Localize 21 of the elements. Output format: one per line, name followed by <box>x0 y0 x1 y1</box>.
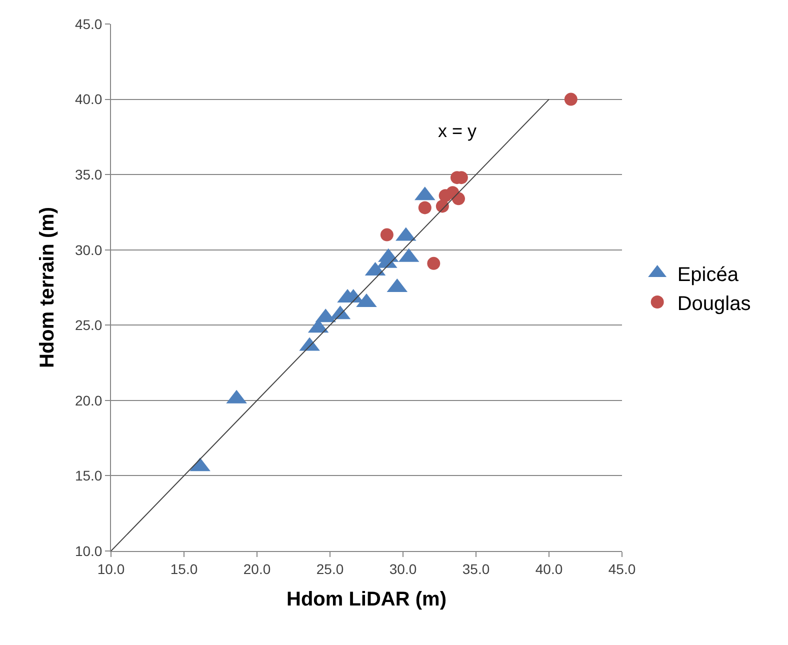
x-axis-title: Hdom LiDAR (m) <box>286 588 446 610</box>
legend-label: Epicéa <box>677 264 740 286</box>
y-tick-label: 25.0 <box>74 317 102 334</box>
x-tick-label: 15.0 <box>170 560 198 577</box>
annotation: x = y <box>438 121 477 141</box>
y-tick-label: 35.0 <box>74 166 102 182</box>
y-tick-label: 30.0 <box>74 242 102 258</box>
y-tick-label: 15.0 <box>74 468 102 484</box>
x-tick-label: 30.0 <box>389 560 417 577</box>
y-tick-label: 10.0 <box>74 542 102 559</box>
x-tick-label: 10.0 <box>97 560 125 577</box>
x-tick-label: 20.0 <box>243 560 271 577</box>
x-tick-label: 25.0 <box>316 560 344 577</box>
legend-label: Douglas <box>677 292 751 315</box>
x-tick-label: 35.0 <box>462 560 490 577</box>
y-axis-title: Hdom terrain (m) <box>36 206 58 368</box>
x-tick-label: 40.0 <box>535 560 563 577</box>
y-tick-label: 45.0 <box>74 16 102 32</box>
y-tick-label: 40.0 <box>74 91 102 108</box>
y-tick-label: 20.0 <box>74 392 102 408</box>
x-tick-label: 45.0 <box>608 560 636 577</box>
